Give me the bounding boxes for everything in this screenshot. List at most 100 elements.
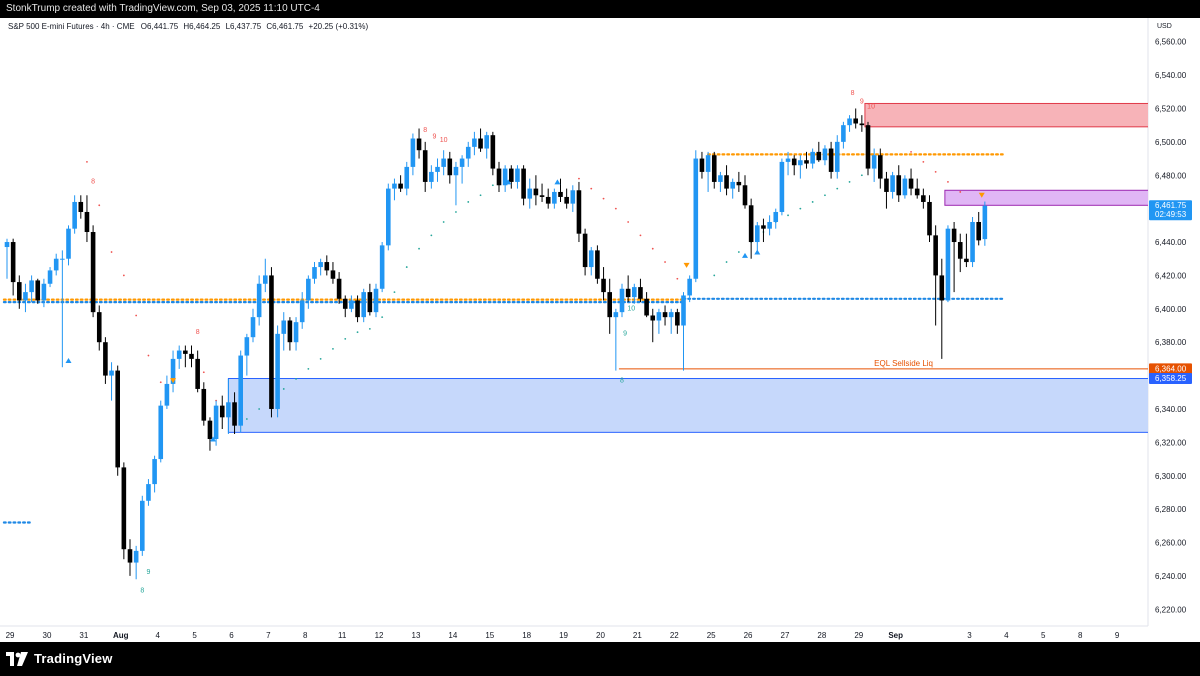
x-tick-label: 26: [744, 631, 753, 640]
candle-body: [435, 166, 440, 172]
trail-dot: [86, 160, 88, 163]
legend-instrument: S&P 500 E-mini Futures · 4h · CME: [8, 22, 135, 31]
candle: [699, 151, 705, 179]
candle-body: [902, 178, 908, 196]
sequence-count-label: 9: [432, 134, 436, 141]
x-tick-label: 22: [670, 631, 679, 640]
sequence-count-label: 10: [867, 103, 875, 110]
trail-dot: [159, 381, 162, 384]
x-tick-label: 8: [303, 631, 308, 640]
candle-body: [564, 196, 569, 204]
candle: [127, 539, 133, 576]
candle-body: [361, 292, 366, 318]
candle: [121, 462, 127, 560]
candle-body: [914, 188, 920, 196]
trail-dot: [430, 234, 433, 237]
candle-body: [263, 275, 268, 284]
price-tag-box: [1149, 363, 1192, 375]
candle-body: [60, 258, 65, 260]
candle: [927, 195, 932, 243]
candle: [601, 267, 606, 301]
y-tick-label: 6,560.00: [1155, 38, 1187, 47]
y-tick-label: 6,300.00: [1155, 472, 1187, 481]
candle: [668, 308, 674, 334]
candle: [558, 178, 563, 202]
candle-body: [256, 283, 262, 318]
candle: [693, 150, 699, 283]
trail-dot: [713, 274, 716, 277]
trail-dot: [811, 201, 814, 203]
tradingview-logo[interactable]: TradingView: [6, 651, 113, 666]
candle-body: [484, 135, 489, 149]
candle-body: [496, 168, 502, 186]
candle-body: [293, 322, 299, 343]
eql-sellside-liq-label: EQL Sellside Liq: [874, 359, 933, 368]
candle: [398, 175, 403, 192]
candle: [115, 365, 120, 476]
trail-dot: [332, 347, 334, 350]
candle-body: [140, 500, 145, 551]
candle: [552, 188, 557, 209]
candle-body: [355, 300, 360, 318]
candle: [515, 165, 520, 189]
x-tick-label: 30: [43, 631, 52, 640]
candle: [435, 158, 440, 182]
x-tick-label: 27: [781, 631, 790, 640]
candle: [269, 267, 274, 418]
purple-zone: [944, 189, 1148, 206]
candle-body: [613, 312, 619, 318]
candle: [66, 225, 71, 266]
x-tick-label: 12: [375, 631, 384, 640]
candle: [914, 178, 920, 199]
candle-body: [115, 370, 120, 468]
y-tick-label: 6,340.00: [1155, 405, 1187, 414]
candle: [533, 175, 539, 206]
candle: [275, 325, 280, 418]
candle-body: [552, 191, 557, 204]
buy-signal-marker: [210, 436, 217, 442]
x-tick-label: Aug: [113, 631, 129, 640]
candle: [588, 247, 594, 276]
sequence-count-label: 8: [423, 127, 427, 134]
candle-body: [834, 141, 840, 172]
candle: [152, 455, 157, 493]
candle-body: [662, 312, 668, 318]
candle-body: [152, 459, 157, 485]
x-tick-label: 8: [1078, 631, 1083, 640]
candle: [379, 242, 385, 293]
candle: [263, 258, 268, 293]
sequence-count-label: 8: [91, 179, 95, 186]
candle: [576, 181, 582, 243]
candle: [822, 145, 828, 166]
candle: [299, 292, 305, 329]
candle: [201, 382, 207, 426]
legend-open: O6,441.75: [140, 22, 179, 31]
candle-body: [798, 160, 803, 166]
candle: [502, 165, 508, 192]
candle-body: [250, 317, 256, 338]
candle: [865, 121, 871, 176]
x-tick-label: 3: [967, 631, 972, 640]
chart-area[interactable]: EQL Sellside Liq 8 8 8 9 10 8 9 10 9 8 10 9 8 USD 6,220…: [0, 18, 1200, 642]
y-tick-label: 6,280.00: [1155, 505, 1187, 514]
candle-body: [441, 158, 446, 167]
candle: [908, 168, 914, 196]
candle-body: [84, 211, 90, 233]
footer-bar: TradingView: [0, 642, 1200, 676]
candle: [355, 295, 360, 323]
candle: [318, 258, 323, 276]
candle-body: [35, 280, 41, 301]
candle: [644, 292, 649, 318]
candle: [4, 238, 10, 279]
candle-body: [17, 282, 22, 301]
candle: [287, 317, 293, 351]
candle: [324, 255, 330, 276]
candle: [441, 150, 446, 176]
price-tag-box: [1149, 200, 1192, 221]
sequence-count-label: 9: [860, 98, 864, 105]
candle: [478, 128, 483, 152]
candle: [238, 350, 243, 433]
x-tick-label: 21: [633, 631, 642, 640]
candle-body: [66, 228, 71, 259]
